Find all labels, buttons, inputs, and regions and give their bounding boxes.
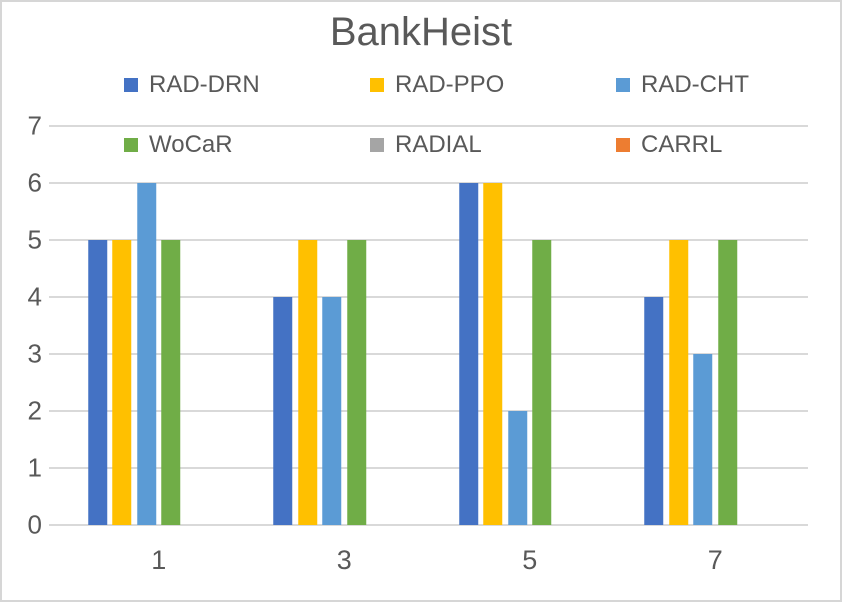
legend-swatch-wocar [124, 138, 138, 152]
legend-label: RAD-PPO [395, 71, 505, 98]
legend-entry-carrl: CARRL [616, 131, 842, 159]
legend-entry-rad-ppo: RAD-PPO [370, 71, 616, 99]
x-axis: 1 3 5 7 [66, 545, 808, 579]
legend-entry-rad-drn: RAD-DRN [124, 71, 370, 99]
y-axis: 0 1 2 3 4 5 6 7 [2, 111, 46, 540]
bar-group-1 [88, 126, 230, 525]
x-tick-label-5: 5 [522, 545, 538, 575]
x-tick-label-7: 7 [707, 545, 723, 575]
y-tick-label-3: 3 [27, 338, 42, 369]
plot-area [49, 125, 808, 526]
bar-rad-cht-cat7 [693, 354, 713, 525]
gridline-2 [49, 410, 808, 412]
legend-label: WoCaR [149, 131, 233, 158]
bar-rad-drn-cat5 [459, 183, 478, 525]
chart-title: BankHeist [329, 10, 513, 54]
legend-label: RAD-CHT [641, 71, 749, 98]
bar-wocar-cat7 [718, 240, 737, 525]
y-tick-label-5: 5 [27, 224, 42, 255]
legend-label: CARRL [641, 131, 723, 158]
legend-swatch-rad-cht [616, 78, 630, 92]
gridline-0 [49, 524, 808, 526]
legend-row: WoCaR RADIAL CARRL [124, 130, 842, 160]
y-tick-label-1: 1 [27, 452, 42, 483]
legend-entry-rad-cht: RAD-CHT [616, 71, 842, 99]
bar-rad-ppo-cat1 [112, 240, 132, 525]
y-tick-label-7: 7 [27, 110, 42, 141]
bar-rad-ppo-cat5 [483, 183, 503, 525]
bar-rad-cht-cat1 [137, 183, 156, 525]
bar-rad-cht-cat5 [508, 411, 527, 525]
bar-rad-drn-cat1 [88, 240, 107, 525]
legend-label: RAD-DRN [149, 71, 260, 98]
legend-swatch-rad-ppo [370, 78, 384, 92]
bar-rad-ppo-cat7 [669, 240, 688, 525]
gridline-7 [49, 125, 808, 127]
y-tick-label-6: 6 [27, 167, 42, 198]
legend-swatch-carrl [616, 138, 630, 152]
y-tick-label-4: 4 [27, 281, 42, 312]
bar-rad-drn-cat7 [644, 297, 664, 525]
bar-rad-drn-cat3 [273, 297, 293, 525]
legend-row: RAD-DRN RAD-PPO RAD-CHT [124, 70, 842, 100]
legend-label: RADIAL [395, 131, 482, 158]
legend-entry-radial: RADIAL [370, 131, 616, 159]
gridline-5 [49, 238, 808, 241]
gridline-6 [49, 181, 808, 184]
bar-rad-cht-cat3 [322, 297, 342, 525]
legend-swatch-rad-drn [124, 78, 138, 92]
bar-group-3 [273, 126, 416, 525]
gridline-1 [49, 467, 808, 469]
gridline-4 [49, 296, 808, 298]
x-tick-label-1: 1 [151, 545, 167, 575]
x-tick-label-3: 3 [336, 545, 352, 575]
bar-group-7 [644, 126, 787, 525]
gridline-3 [49, 352, 808, 355]
y-tick-label-2: 2 [27, 395, 42, 426]
legend: RAD-DRN RAD-PPO RAD-CHT WoCaR RADIAL CARRL [124, 70, 842, 190]
bar-wocar-cat1 [161, 240, 181, 525]
legend-swatch-radial [370, 138, 384, 152]
y-tick-label-0: 0 [27, 509, 42, 540]
legend-entry-wocar: WoCaR [124, 131, 370, 159]
bar-wocar-cat5 [532, 240, 552, 525]
bar-wocar-cat3 [347, 240, 366, 525]
bar-rad-ppo-cat3 [298, 240, 317, 525]
bar-group-5 [459, 126, 601, 525]
